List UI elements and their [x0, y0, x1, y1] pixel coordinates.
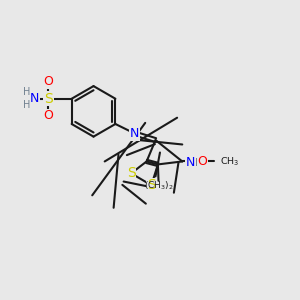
Text: H: H: [195, 158, 203, 168]
Text: N: N: [186, 156, 195, 169]
Text: S: S: [147, 178, 156, 192]
Text: O: O: [44, 110, 53, 122]
Text: CH$_3$: CH$_3$: [220, 155, 240, 168]
Text: O: O: [198, 155, 207, 168]
Text: S: S: [44, 92, 53, 106]
Text: O: O: [44, 75, 53, 88]
Text: (CH$_3$)$_2$: (CH$_3$)$_2$: [143, 180, 173, 192]
Text: H: H: [23, 100, 30, 110]
Text: H: H: [23, 88, 30, 98]
Text: N: N: [130, 127, 140, 140]
Text: S: S: [127, 166, 136, 180]
Text: N: N: [29, 92, 39, 105]
